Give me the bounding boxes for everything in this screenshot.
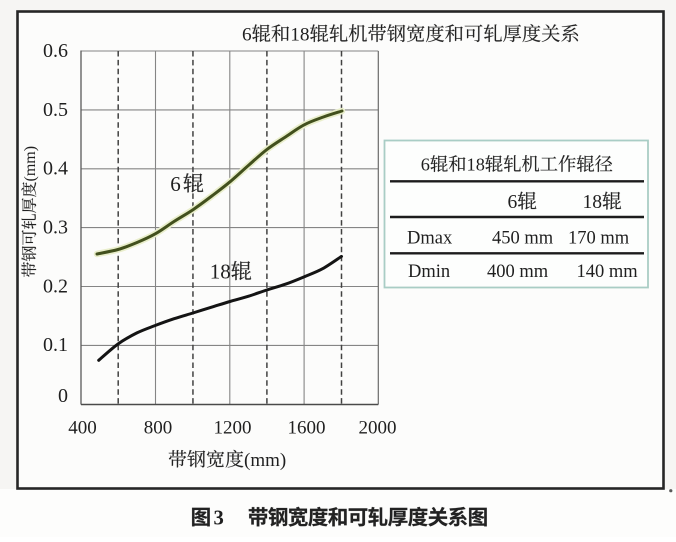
svg-text:800: 800	[144, 418, 173, 439]
svg-text:140 mm: 140 mm	[577, 262, 639, 282]
svg-text:6: 6	[421, 155, 430, 175]
svg-text:0.5: 0.5	[43, 99, 68, 121]
svg-text:(mm): (mm)	[244, 450, 286, 471]
svg-text:6: 6	[508, 192, 518, 213]
svg-text:400: 400	[68, 418, 97, 439]
svg-text:3: 3	[213, 508, 223, 530]
svg-text:0: 0	[58, 385, 68, 407]
svg-text:0.2: 0.2	[43, 275, 68, 297]
svg-text:0.3: 0.3	[43, 217, 68, 239]
svg-text:18: 18	[467, 155, 485, 175]
svg-text:1200: 1200	[214, 418, 252, 439]
svg-text:(mm): (mm)	[22, 146, 39, 182]
svg-text:400 mm: 400 mm	[487, 262, 549, 282]
svg-text:450 mm: 450 mm	[492, 229, 554, 249]
svg-text:1600: 1600	[288, 418, 326, 439]
svg-text:0.6: 0.6	[43, 40, 68, 62]
svg-text:Dmin: Dmin	[408, 262, 450, 282]
svg-text:0.4: 0.4	[43, 158, 68, 180]
svg-text:6: 6	[170, 172, 181, 196]
svg-text:18: 18	[583, 192, 603, 213]
svg-text:0.1: 0.1	[43, 334, 68, 356]
svg-text:2000: 2000	[359, 418, 397, 439]
svg-text:6: 6	[242, 25, 252, 46]
svg-text:18: 18	[210, 260, 231, 284]
svg-text:170 mm: 170 mm	[568, 229, 630, 249]
svg-text:18: 18	[290, 25, 309, 46]
svg-text:Dmax: Dmax	[407, 229, 453, 249]
